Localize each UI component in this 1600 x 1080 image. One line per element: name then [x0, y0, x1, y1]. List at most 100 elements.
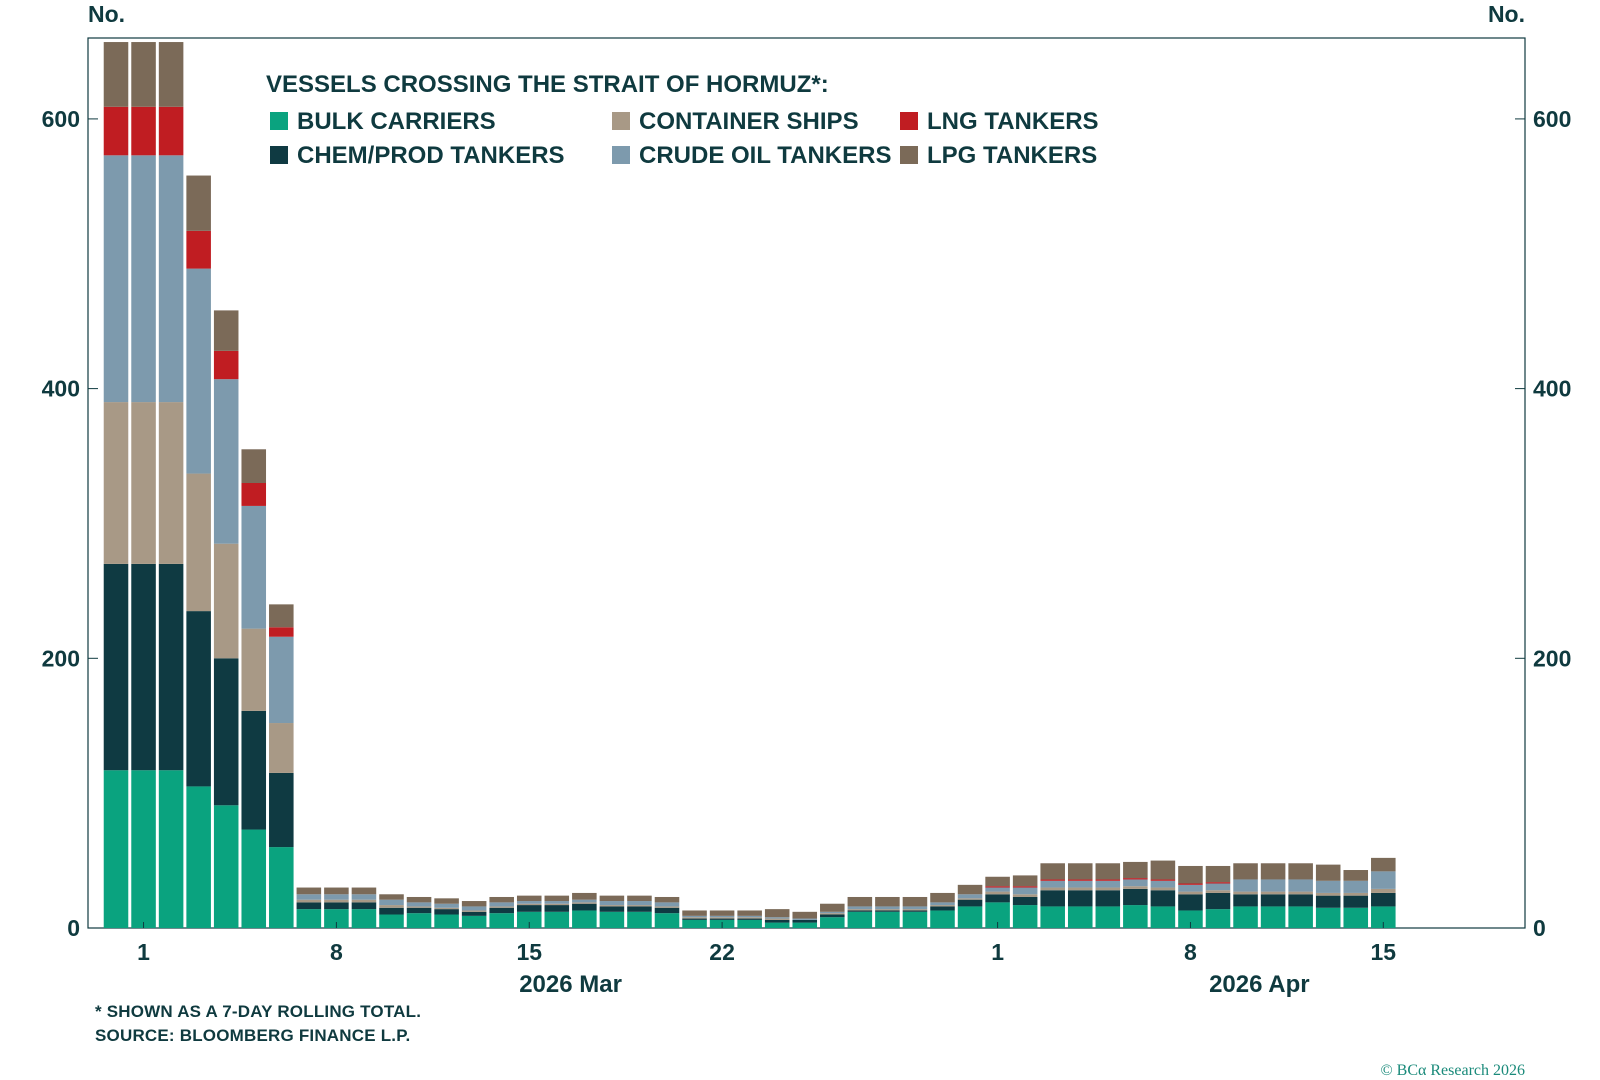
- bar-segment-chem-prod-tankers: [406, 907, 432, 914]
- bar-segment-lpg-tankers: [847, 896, 873, 907]
- bar-segment-container-ships: [516, 903, 542, 906]
- bar-segment-lpg-tankers: [544, 895, 570, 902]
- bar-segment-crude-oil-tankers: [957, 894, 983, 899]
- bar-segment-chem-prod-tankers: [379, 907, 404, 915]
- bar-segment-container-ships: [1095, 887, 1121, 891]
- copyright: © BCα Research 2026: [1380, 1062, 1525, 1079]
- bar-segment-lng-tankers: [269, 627, 294, 637]
- bar-segment-container-ships: [902, 909, 928, 911]
- bar-segment-container-ships: [985, 891, 1010, 895]
- legend-label: LPG TANKERS: [927, 142, 1097, 169]
- bar-segment-chem-prod-tankers: [847, 910, 873, 912]
- bar-segment-bulk-carriers: [682, 919, 707, 928]
- bar-segment-crude-oil-tankers: [461, 906, 487, 911]
- bar-segment-lpg-tankers: [627, 895, 652, 902]
- bar-segment-crude-oil-tankers: [434, 903, 459, 908]
- bar-segment-crude-oil-tankers: [1205, 883, 1231, 891]
- legend-swatch: [270, 146, 288, 164]
- bar-segment-container-ships: [379, 905, 404, 908]
- bar-segment-lpg-tankers: [1343, 870, 1369, 881]
- bar-segment-chem-prod-tankers: [1040, 890, 1065, 907]
- bar-segment-bulk-carriers: [379, 914, 404, 928]
- bar-segment-crude-oil-tankers: [1123, 879, 1148, 887]
- bar-segment-chem-prod-tankers: [461, 911, 487, 916]
- bar-segment-crude-oil-tankers: [654, 902, 680, 907]
- bar-segment-container-ships: [682, 917, 707, 919]
- legend-swatch: [900, 112, 918, 130]
- bar-segment-chem-prod-tankers: [985, 894, 1010, 903]
- bar-segment-crude-oil-tankers: [379, 899, 404, 906]
- bar-segment-crude-oil-tankers: [544, 901, 570, 904]
- bar-segment-lpg-tankers: [158, 42, 184, 107]
- bar-segment-container-ships: [1123, 886, 1148, 889]
- bar-segment-lpg-tankers: [296, 887, 322, 895]
- y-tick-label-left: 200: [42, 645, 80, 671]
- bar-segment-chem-prod-tankers: [1233, 894, 1258, 907]
- bar-segment-lpg-tankers: [875, 896, 900, 907]
- legend-swatch: [612, 112, 630, 130]
- bar-segment-chem-prod-tankers: [131, 563, 156, 771]
- bar-segment-lpg-tankers: [1260, 863, 1286, 880]
- bar-segment-chem-prod-tankers: [599, 906, 625, 912]
- bar-segment-bulk-carriers: [764, 922, 790, 928]
- bar-segment-lpg-tankers: [820, 903, 845, 912]
- bar-segment-chem-prod-tankers: [875, 910, 900, 912]
- bar-segment-chem-prod-tankers: [1288, 894, 1313, 907]
- bar-segment-container-ships: [930, 905, 955, 907]
- bar-segment-bulk-carriers: [654, 913, 680, 928]
- bar-segment-crude-oil-tankers: [296, 894, 322, 900]
- bar-segment-crude-oil-tankers: [406, 902, 432, 907]
- bar-segment-crude-oil-tankers: [902, 906, 928, 910]
- bar-segment-lpg-tankers: [957, 884, 983, 895]
- bar-segment-lpg-tankers: [434, 898, 459, 904]
- y-tick-label-left: 0: [67, 915, 80, 941]
- x-tick-label: 1: [991, 939, 1004, 965]
- legend-label: CONTAINER SHIPS: [639, 108, 859, 135]
- bar-segment-chem-prod-tankers: [792, 919, 818, 923]
- bar-segment-lpg-tankers: [1067, 863, 1093, 880]
- bar-segment-chem-prod-tankers: [1067, 890, 1093, 907]
- bar-segment-container-ships: [627, 905, 652, 907]
- bar-segment-crude-oil-tankers: [1233, 879, 1258, 892]
- bar-segment-crude-oil-tankers: [627, 901, 652, 906]
- y-tick-label-right: 400: [1533, 376, 1571, 402]
- x-tick-label: 1: [137, 939, 150, 965]
- bar-segment-container-ships: [875, 909, 900, 911]
- bar-segment-container-ships: [406, 906, 432, 908]
- bar-segment-crude-oil-tankers: [1095, 880, 1121, 888]
- bar-segment-bulk-carriers: [1343, 907, 1369, 928]
- bar-segment-bulk-carriers: [461, 915, 487, 928]
- bar-segment-crude-oil-tankers: [241, 505, 267, 629]
- bar-segment-lng-tankers: [1150, 879, 1176, 881]
- bar-segment-chem-prod-tankers: [1371, 892, 1396, 907]
- bar-segment-bulk-carriers: [516, 911, 542, 928]
- bar-segment-lpg-tankers: [379, 894, 404, 900]
- bar-segment-container-ships: [489, 906, 514, 908]
- bar-segment-lpg-tankers: [1178, 865, 1203, 884]
- bar-segment-chem-prod-tankers: [764, 919, 790, 923]
- y-tick-label-left: 400: [42, 376, 80, 402]
- bar-segment-container-ships: [241, 628, 267, 711]
- plot-frame: [87, 37, 1526, 929]
- bar-segment-container-ships: [764, 918, 790, 920]
- bar-segment-bulk-carriers: [737, 919, 762, 928]
- bar-segment-lpg-tankers: [213, 310, 239, 351]
- bar-segment-chem-prod-tankers: [351, 902, 377, 910]
- bar-segment-crude-oil-tankers: [1288, 879, 1313, 892]
- bar-segment-crude-oil-tankers: [599, 901, 625, 906]
- bar-segment-chem-prod-tankers: [654, 907, 680, 914]
- bar-segment-crude-oil-tankers: [351, 894, 377, 900]
- bar-segment-container-ships: [1067, 887, 1093, 891]
- bar-segment-container-ships: [461, 910, 487, 912]
- bar-segment-container-ships: [131, 402, 156, 564]
- chart-title: VESSELS CROSSING THE STRAIT OF HORMUZ*:: [266, 71, 829, 98]
- bar-segment-lng-tankers: [241, 483, 267, 506]
- bar-segment-bulk-carriers: [103, 770, 129, 928]
- bar-segment-container-ships: [1178, 891, 1203, 895]
- bar-segment-bulk-carriers: [1233, 906, 1258, 928]
- bar-segment-bulk-carriers: [572, 910, 597, 928]
- bar-segment-lng-tankers: [985, 886, 1010, 888]
- x-month-label: 2026 Apr: [1209, 971, 1310, 998]
- x-month-label: 2026 Mar: [519, 971, 622, 998]
